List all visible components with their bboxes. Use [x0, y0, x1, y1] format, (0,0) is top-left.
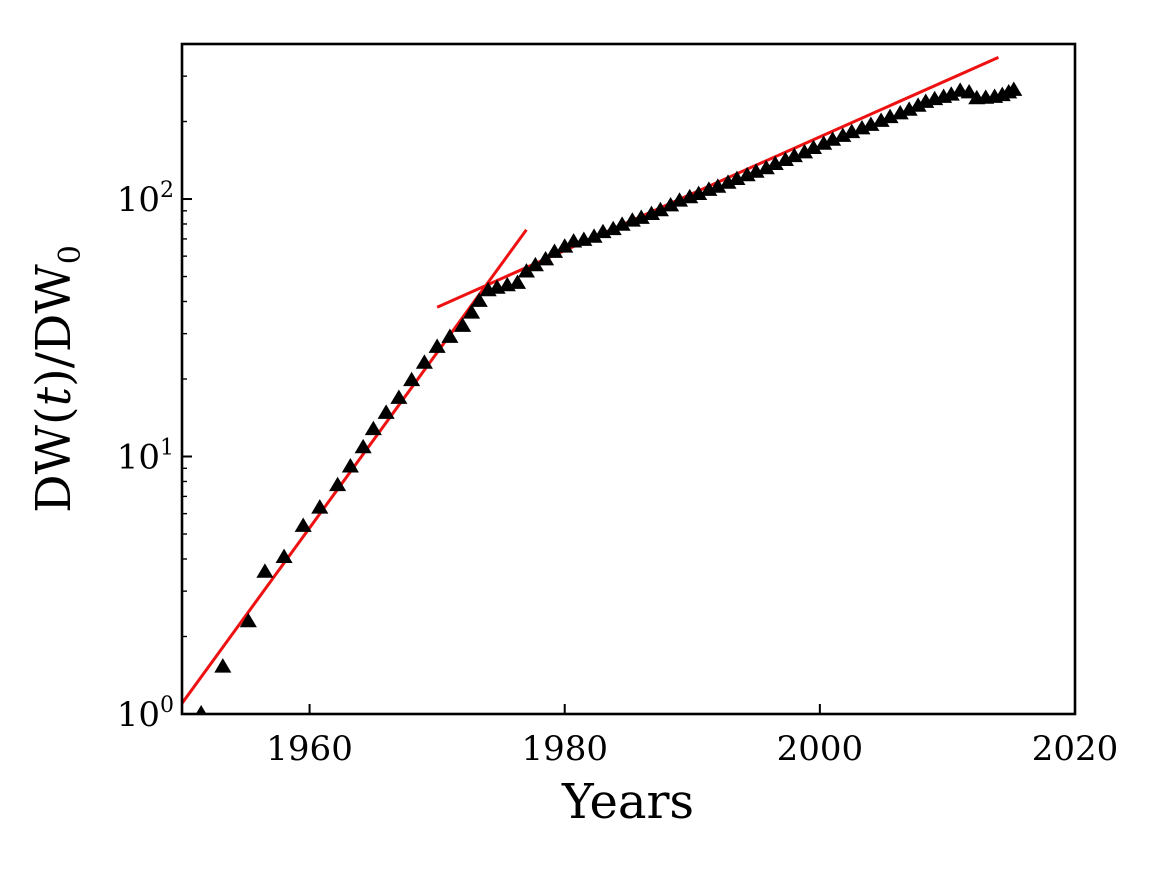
data-point-triangle: [909, 97, 927, 112]
data-point-triangle: [834, 127, 852, 142]
x-tick-label: 1980: [521, 729, 608, 769]
data-point-triangle: [613, 216, 631, 231]
data-point-triangle: [329, 476, 347, 492]
data-point-triangle: [508, 274, 527, 289]
data-point-triangle: [214, 658, 232, 673]
fit-lines: [182, 55, 1000, 705]
y-axis-title-var: t: [26, 386, 82, 406]
data-point-triangle: [690, 185, 708, 201]
y-tick-label: 100: [117, 693, 174, 735]
data-point-triangle: [377, 404, 395, 419]
data-point-triangle: [843, 123, 861, 139]
data-point-triangle: [1005, 81, 1023, 96]
data-point-triangle: [354, 438, 372, 454]
y-tick-exponent: 1: [160, 436, 174, 461]
data-point-triangle: [390, 389, 408, 404]
data-point-triangle: [239, 612, 257, 628]
data-point-triangle: [585, 228, 603, 243]
data-point-triangle: [757, 159, 775, 175]
data-point-triangle: [776, 151, 794, 167]
x-tick-label: 2000: [777, 729, 864, 769]
y-tick-label: 101: [117, 436, 174, 478]
data-point-triangle: [517, 263, 535, 278]
data-point-triangle: [795, 143, 814, 159]
data-point-triangle: [942, 86, 960, 101]
data-point-triangle: [719, 174, 737, 189]
data-point-triangle: [881, 108, 899, 124]
y-axis-title-mid: )/DW: [26, 264, 82, 387]
x-tick-label: 1960: [266, 729, 353, 769]
plot-frame: [180, 42, 1077, 716]
data-point-triangle: [862, 116, 880, 131]
y-tick-base: 10: [117, 180, 160, 220]
data-point-triangle: [463, 304, 481, 319]
data-point-triangle: [709, 178, 727, 193]
data-point-triangle: [960, 84, 978, 99]
data-point-triangle: [454, 317, 472, 332]
y-axis-title-main: DW(: [26, 406, 82, 513]
y-tick-label: 102: [117, 178, 174, 220]
data-point-triangle: [256, 563, 274, 578]
data-point-triangle: [275, 548, 293, 563]
y-tick-exponent: 0: [160, 693, 174, 718]
data-point-triangle: [537, 250, 555, 266]
data-point-triangle: [526, 256, 544, 272]
data-markers: [195, 81, 1023, 714]
data-point-triangle: [415, 354, 433, 369]
y-axis-title-sub: 0: [53, 245, 88, 264]
y-axis-title: DW(t)/DW0: [26, 245, 88, 513]
data-point-triangle: [556, 238, 574, 253]
data-point-triangle: [195, 705, 207, 714]
y-tick-base: 10: [117, 438, 160, 478]
x-tick-label: 2020: [1032, 729, 1119, 769]
data-point-triangle: [294, 517, 312, 532]
data-point-triangle: [364, 420, 382, 436]
data-point-triangle: [815, 135, 833, 150]
data-point-triangle: [545, 243, 564, 258]
y-tick-base: 10: [117, 695, 160, 735]
data-point-triangle: [804, 139, 823, 154]
data-point-triangle: [766, 155, 784, 171]
data-point-triangle: [728, 170, 746, 185]
data-point-triangle: [651, 201, 669, 217]
data-point-triangle: [662, 196, 680, 212]
data-point-triangle: [311, 499, 329, 514]
data-point-triangle: [785, 147, 803, 163]
data-point-triangle: [642, 205, 661, 220]
y-tick-exponent: 2: [160, 178, 174, 203]
data-point-triangle: [604, 220, 622, 236]
data-point-triangle: [428, 338, 446, 353]
data-point-triangle: [632, 209, 650, 224]
data-point-triangle: [341, 458, 359, 473]
x-axis-title: Years: [561, 774, 694, 830]
data-point-triangle: [872, 112, 890, 127]
data-point-triangle: [470, 292, 488, 307]
data-point-triangle: [900, 101, 918, 116]
data-point-triangle: [441, 328, 459, 343]
data-point-triangle: [403, 371, 421, 387]
data-point-triangle: [824, 131, 842, 146]
